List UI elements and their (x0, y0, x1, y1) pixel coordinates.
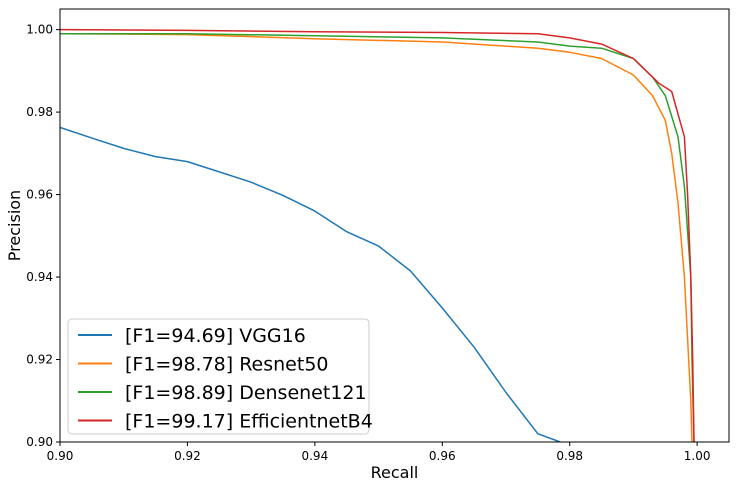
y-tick-label: 1.00 (26, 23, 53, 37)
y-tick-label: 0.96 (26, 188, 53, 202)
x-tick-label: 0.94 (301, 449, 328, 463)
legend: [F1=94.69] VGG16 [F1=98.78] Resnet50 [F1=9… (67, 318, 373, 435)
x-tick-label: 1.00 (684, 449, 711, 463)
x-tick-label: 0.96 (429, 449, 456, 463)
series-line-1 (60, 32, 693, 442)
y-tick-label: 0.98 (26, 105, 53, 119)
legend-entry-label: [F1=98.78] Resnet50 (125, 354, 329, 376)
y-tick-label: 0.92 (26, 353, 53, 367)
legend-entry-label: [F1=99.17] EfficientnetB4 (125, 411, 373, 433)
legend-entry-label: [F1=98.89] Densenet121 (125, 382, 367, 404)
y-tick-label: 0.90 (26, 435, 53, 449)
series-layer (60, 28, 695, 442)
x-tick-label: 0.90 (47, 449, 74, 463)
y-axis-label: Precision (5, 190, 24, 261)
series-line-0 (60, 126, 561, 442)
x-axis-ticks: 0.90 0.92 0.94 0.96 0.98 1.00 (47, 442, 711, 463)
plot-frame (59, 8, 730, 443)
y-tick-label: 0.94 (26, 270, 53, 284)
legend-entry-label: [F1=94.69] VGG16 (125, 325, 306, 347)
series-line-3 (60, 28, 695, 442)
y-axis-ticks: 0.90 0.92 0.94 0.96 0.98 1.00 (26, 23, 60, 449)
legend-frame (67, 318, 370, 435)
x-axis-label: Recall (371, 463, 419, 482)
x-tick-label: 0.98 (556, 449, 583, 463)
x-tick-label: 0.92 (174, 449, 201, 463)
